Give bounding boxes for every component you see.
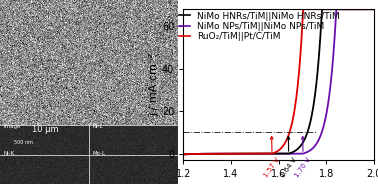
- Text: 1.64 V: 1.64 V: [280, 137, 298, 179]
- NiMo NPs/TiM||NiMo NPs/TiM: [258, 153, 263, 155]
- NiMo HNRs/TiM||NiMo HNRs/TiM: [265, 153, 270, 155]
- NiMo HNRs/TiM||NiMo HNRs/TiM: [320, 8, 324, 10]
- RuO₂/TiM||Pt/C/TiM: [301, 8, 305, 10]
- RuO₂/TiM||Pt/C/TiM: [201, 153, 205, 155]
- Text: 1.70 V: 1.70 V: [294, 137, 312, 179]
- NiMo NPs/TiM||NiMo NPs/TiM: [201, 153, 205, 155]
- Text: Ni-L: Ni-L: [92, 124, 103, 129]
- NiMo HNRs/TiM||NiMo HNRs/TiM: [312, 98, 317, 100]
- Text: 500 nm: 500 nm: [14, 139, 33, 144]
- RuO₂/TiM||Pt/C/TiM: [330, 8, 335, 10]
- NiMo HNRs/TiM||NiMo HNRs/TiM: [201, 153, 205, 155]
- NiMo NPs/TiM||NiMo NPs/TiM: [333, 20, 338, 22]
- NiMo HNRs/TiM||NiMo HNRs/TiM: [258, 153, 263, 155]
- RuO₂/TiM||Pt/C/TiM: [265, 153, 270, 155]
- RuO₂/TiM||Pt/C/TiM: [258, 153, 263, 155]
- NiMo HNRs/TiM||NiMo HNRs/TiM: [181, 153, 186, 155]
- NiMo NPs/TiM||NiMo NPs/TiM: [181, 153, 186, 155]
- NiMo NPs/TiM||NiMo NPs/TiM: [265, 153, 270, 155]
- Y-axis label: j / mA cm⁻²: j / mA cm⁻²: [149, 53, 159, 116]
- Text: Mo-L: Mo-L: [92, 151, 105, 156]
- NiMo HNRs/TiM||NiMo HNRs/TiM: [330, 8, 335, 10]
- Legend: NiMo HNRs/TiM||NiMo HNRs/TiM, NiMo NPs/TiM||NiMo NPs/TiM, RuO₂/TiM||Pt/C/TiM: NiMo HNRs/TiM||NiMo HNRs/TiM, NiMo NPs/T…: [178, 11, 341, 42]
- NiMo HNRs/TiM||NiMo HNRs/TiM: [372, 8, 376, 10]
- NiMo HNRs/TiM||NiMo HNRs/TiM: [333, 8, 338, 10]
- RuO₂/TiM||Pt/C/TiM: [372, 8, 376, 10]
- Line: NiMo NPs/TiM||NiMo NPs/TiM: NiMo NPs/TiM||NiMo NPs/TiM: [183, 9, 374, 154]
- Line: NiMo HNRs/TiM||NiMo HNRs/TiM: NiMo HNRs/TiM||NiMo HNRs/TiM: [183, 9, 374, 154]
- RuO₂/TiM||Pt/C/TiM: [181, 153, 186, 155]
- NiMo NPs/TiM||NiMo NPs/TiM: [330, 68, 335, 70]
- NiMo NPs/TiM||NiMo NPs/TiM: [312, 145, 317, 148]
- Text: 10 μm: 10 μm: [32, 125, 59, 135]
- Text: Ni-K: Ni-K: [3, 151, 15, 156]
- RuO₂/TiM||Pt/C/TiM: [312, 8, 317, 10]
- NiMo NPs/TiM||NiMo NPs/TiM: [372, 8, 376, 10]
- Text: 1.57 V: 1.57 V: [263, 137, 281, 179]
- NiMo NPs/TiM||NiMo NPs/TiM: [334, 8, 339, 10]
- Line: RuO₂/TiM||Pt/C/TiM: RuO₂/TiM||Pt/C/TiM: [183, 9, 374, 154]
- Text: Image: Image: [3, 124, 21, 129]
- RuO₂/TiM||Pt/C/TiM: [333, 8, 338, 10]
